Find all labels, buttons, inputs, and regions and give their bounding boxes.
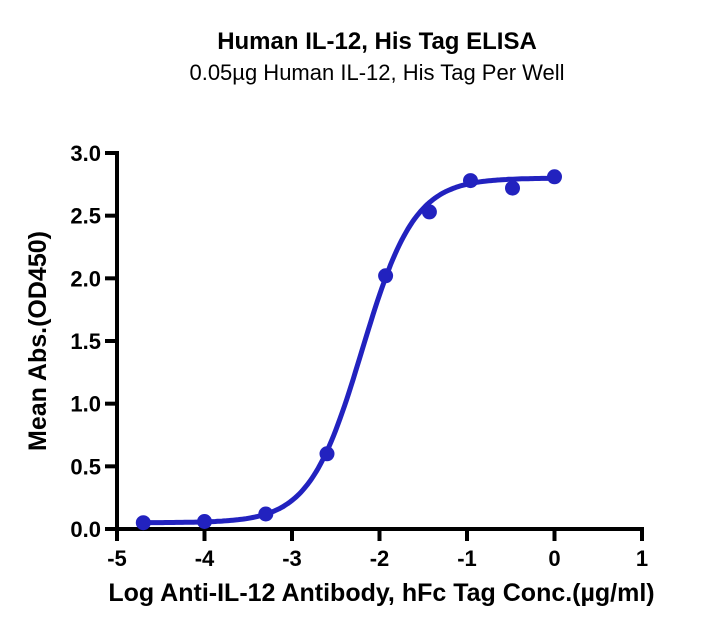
x-tick-label: 1 [636,546,648,571]
data-point [421,204,437,220]
data-point [319,446,335,462]
data-point [547,169,562,185]
x-tick-label: -3 [282,546,302,571]
y-tick-label: 1.0 [70,392,101,417]
data-point [505,180,520,196]
x-tick-label: -2 [370,546,390,571]
x-tick-label: -1 [457,546,477,571]
data-point [197,514,212,529]
y-tick-label: 3.0 [70,141,101,166]
data-point [135,515,151,531]
chart-title: Human IL-12, His Tag ELISA [217,28,537,55]
data-point [258,506,274,522]
y-tick-label: 1.5 [70,329,101,354]
data-point [378,268,394,284]
fit-curve [140,175,557,526]
x-tick-label: -4 [195,546,215,571]
x-tick-label: 0 [548,546,560,571]
x-axis-title: Log Anti-IL-12 Antibody, hFc Tag Conc.(µ… [108,579,654,607]
y-tick-label: 0.5 [70,454,101,479]
data-point [463,173,478,189]
chart-subtitle: 0.05µg Human IL-12, His Tag Per Well [189,60,565,85]
y-tick-label: 0.0 [70,517,101,542]
x-tick-label: -5 [107,546,127,571]
y-axis-title: Mean Abs.(OD450) [24,231,52,451]
y-tick-label: 2.5 [70,204,101,229]
y-tick-label: 2.0 [70,266,101,291]
